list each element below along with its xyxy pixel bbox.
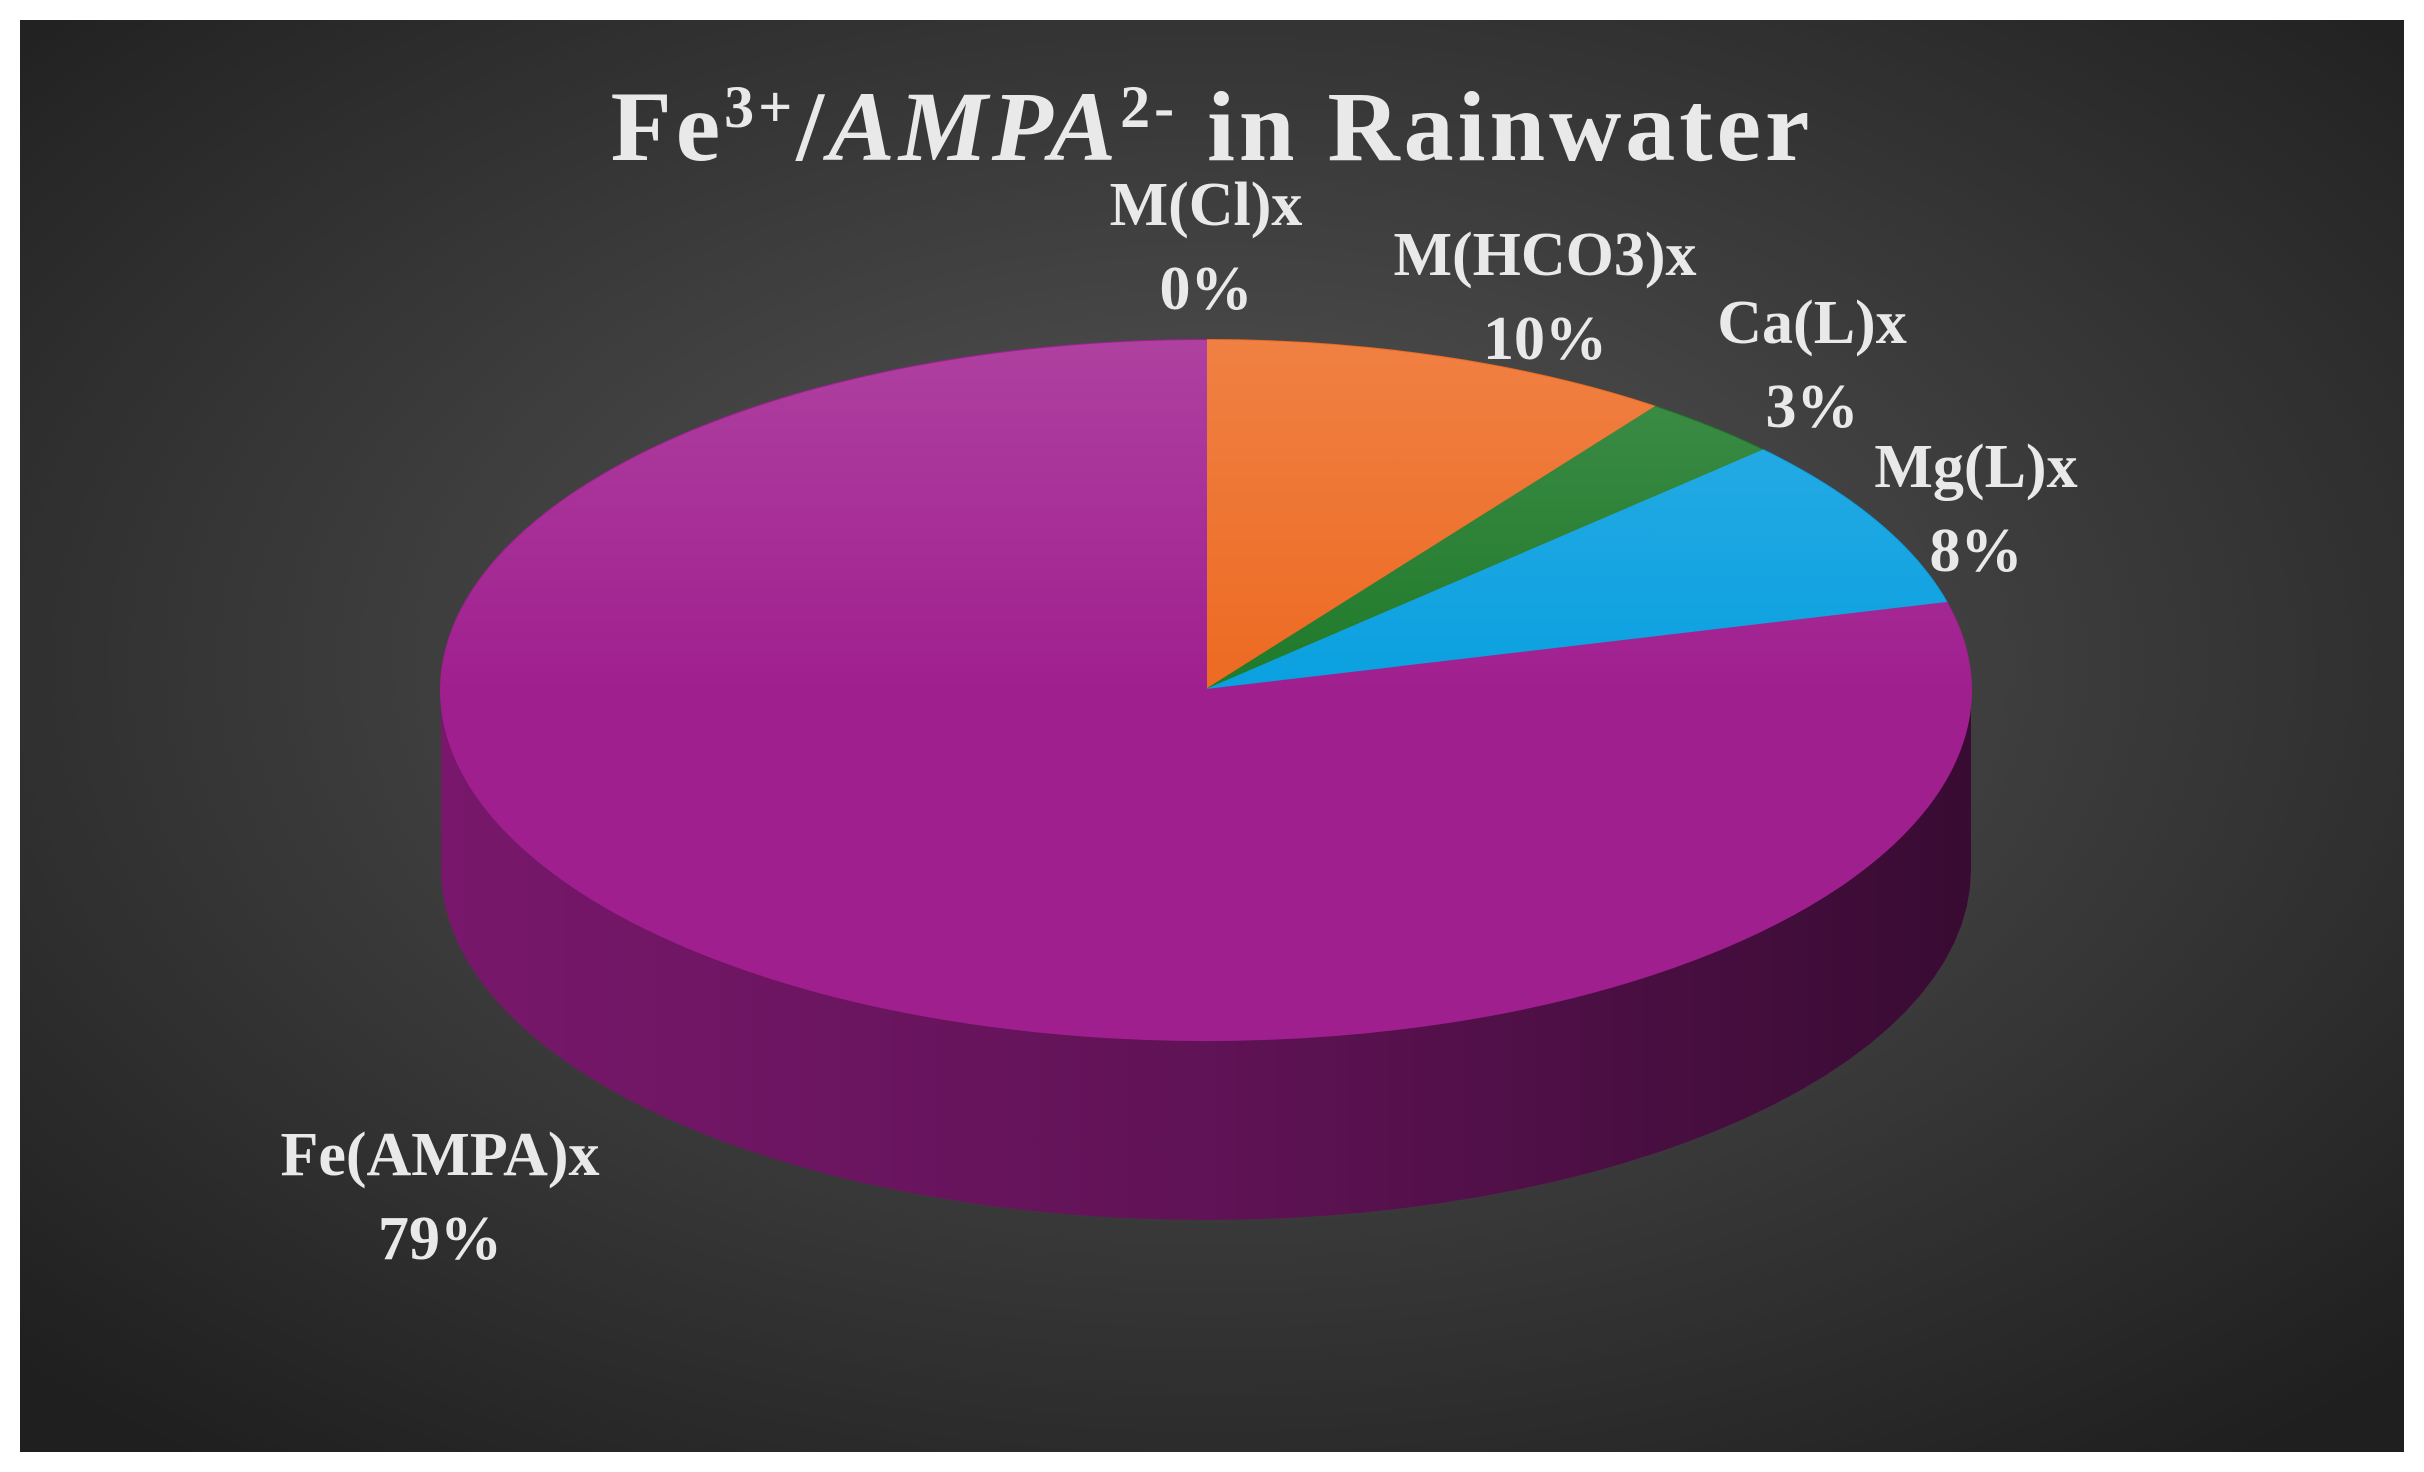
slice-side-shade	[441, 690, 1971, 1220]
category-label: Ca(L)x	[1717, 289, 1906, 357]
title-part: /	[795, 71, 828, 182]
title-part: 3+	[724, 74, 796, 140]
category-label: M(Cl)x	[1110, 171, 1303, 239]
category-label: Fe(AMPA)x	[280, 1121, 599, 1189]
value-label: 0%	[1160, 255, 1253, 323]
chart-title: Fe3+/AMPA2- in Rainwater	[611, 71, 1814, 182]
title-part: AMPA	[822, 71, 1120, 182]
title-part: 2-	[1120, 74, 1178, 140]
value-label: 10%	[1483, 305, 1607, 373]
value-label: 79%	[378, 1205, 502, 1273]
value-label: 3%	[1766, 373, 1859, 441]
title-part: in Rainwater	[1178, 71, 1813, 182]
pie-sides	[441, 690, 1971, 1220]
title-part: Fe	[611, 71, 724, 182]
value-label: 8%	[1930, 517, 2023, 585]
pie-top	[440, 338, 1972, 1041]
category-label: Mg(L)x	[1874, 433, 2077, 501]
category-label: M(HCO3)x	[1393, 221, 1696, 289]
data-labels: M(Cl)x 0% M(HCO3)x 10% Ca(L)x 3%Mg(L)x 8% Fe(AM…	[280, 171, 2077, 1273]
pie-gloss	[441, 340, 1971, 1040]
